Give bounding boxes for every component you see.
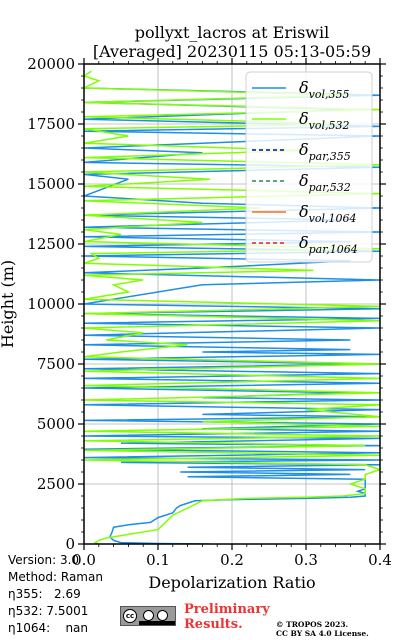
eta532-value: 7.5001 <box>46 604 89 618</box>
legend-label: δvol,355 <box>299 78 350 101</box>
eta1064-label: η1064: <box>8 621 51 635</box>
depolarization-chart: 0.0 0.1 0.2 0.3 0.4 0 2500 5000 7500 10000 12500 1… <box>0 23 392 592</box>
chart-title-line1: pollyxt_lacros at Eriswil <box>135 23 329 42</box>
preliminary-results-text: Preliminary Results. <box>184 602 270 632</box>
eta1064-value: nan <box>65 621 89 635</box>
eta355-label: η355: <box>8 587 43 601</box>
eta532-label: η532: <box>8 604 43 618</box>
copyright-line1: © TROPOS 2023. <box>276 620 349 629</box>
info-panel: Version: 3.0 Method: Raman η355: 2.69 η5… <box>8 552 103 637</box>
method-text: Method: Raman <box>8 570 103 584</box>
legend-label: δpar,1064 <box>299 233 358 256</box>
ticks <box>78 58 386 550</box>
eta532-row: η532: 7.5001 <box>8 603 103 620</box>
chart-title-line2: [Averaged] 20230115 05:13-05:59 <box>93 42 371 61</box>
license-strip <box>139 621 175 625</box>
copyright-line2: CC BY SA 4.0 License. <box>276 629 369 638</box>
y-tick-label: 17500 <box>27 115 75 133</box>
legend: δvol,355 δvol,532 δpar,355 δpar,532 δvol,106… <box>245 71 373 263</box>
x-tick-label: 0.1 <box>146 551 170 569</box>
preliminary-line2: Results. <box>184 617 243 632</box>
x-axis-label: Depolarization Ratio <box>148 573 315 592</box>
eta355-value: 2.69 <box>54 587 81 601</box>
legend-label: δpar,532 <box>299 171 351 194</box>
legend-label: δpar,355 <box>299 140 351 163</box>
version-text: Version: 3.0 <box>8 553 80 567</box>
y-tick-label: 20000 <box>27 55 75 73</box>
cc-icon: cc <box>123 609 137 623</box>
y-tick-label: 5000 <box>37 415 75 433</box>
x-tick-label: 0.4 <box>368 551 392 569</box>
legend-label: δvol,1064 <box>299 202 357 225</box>
y-axis-label: Height (m) <box>0 260 17 348</box>
eta355-row: η355: 2.69 <box>8 586 103 603</box>
cc-license-logo: cc <box>120 606 176 626</box>
y-tick-label: 15000 <box>27 175 75 193</box>
sa-icon <box>157 610 168 621</box>
copyright-text: © TROPOS 2023. CC BY SA 4.0 License. <box>276 620 369 638</box>
x-tick-label: 0.3 <box>294 551 318 569</box>
x-tick-label: 0.0 <box>72 551 96 569</box>
x-tick-labels: 0.0 0.1 0.2 0.3 0.4 <box>72 551 392 569</box>
eta1064-row: η1064: nan <box>8 620 103 637</box>
by-icon <box>143 610 154 621</box>
legend-label: δvol,532 <box>299 109 350 132</box>
y-tick-label: 2500 <box>37 475 75 493</box>
y-tick-label: 12500 <box>27 235 75 253</box>
y-tick-label: 0 <box>65 535 75 553</box>
preliminary-line1: Preliminary <box>184 602 270 617</box>
y-tick-label: 7500 <box>37 355 75 373</box>
x-tick-label: 0.2 <box>220 551 244 569</box>
y-tick-label: 10000 <box>27 295 75 313</box>
y-tick-labels: 0 2500 5000 7500 10000 12500 15000 17500 20000 <box>27 55 75 553</box>
